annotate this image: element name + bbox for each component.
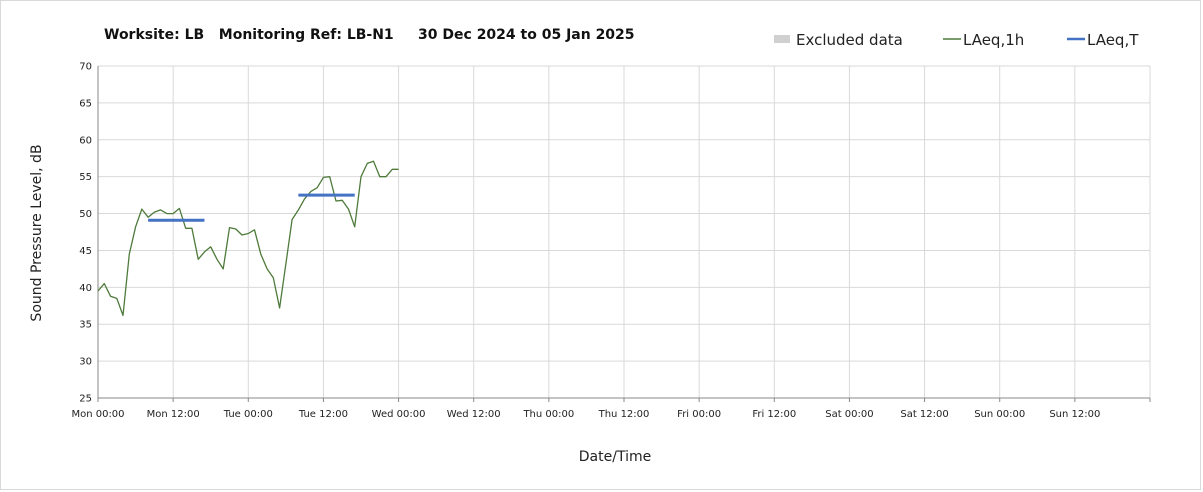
y-tick-labels: 25 30 35 40 45 50 55 60 65 70 [79, 62, 92, 405]
chart-title: Worksite: LB Monitoring Ref: LB-N1 30 De… [104, 27, 635, 43]
y-tick-label: 30 [79, 357, 92, 368]
x-tick-label: Sat 00:00 [825, 409, 873, 420]
series-line-laeq-1h [97, 160, 399, 317]
x-tick-label: Mon 00:00 [71, 409, 124, 420]
x-tick-label: Mon 12:00 [147, 409, 200, 420]
y-tick-label: 25 [79, 394, 92, 405]
y-tick-label: 55 [79, 172, 92, 183]
y-tick-label: 65 [79, 98, 92, 109]
x-tick-label: Tue 00:00 [223, 409, 273, 420]
x-tick-label: Sun 00:00 [974, 409, 1025, 420]
series-group [97, 160, 399, 317]
x-tick-labels: Mon 00:00 Mon 12:00 Tue 00:00 Tue 12:00 Wed … [71, 409, 1100, 420]
x-tick-label: Thu 00:00 [522, 409, 574, 420]
y-tick-label: 35 [79, 320, 92, 331]
y-tick-label: 45 [79, 246, 92, 257]
x-tick-label: Sun 12:00 [1049, 409, 1100, 420]
x-tick-label: Tue 12:00 [298, 409, 348, 420]
x-tick-label: Thu 12:00 [598, 409, 650, 420]
legend-label: Excluded data [796, 31, 903, 49]
legend-label: LAeq,1h [963, 31, 1024, 49]
x-tick-label: Sat 12:00 [900, 409, 948, 420]
y-tick-label: 60 [79, 135, 92, 146]
x-tick-label: Wed 00:00 [372, 409, 426, 420]
y-axis-label: Sound Pressure Level, dB [29, 144, 45, 321]
y-tick-label: 40 [79, 283, 92, 294]
x-axis-label: Date/Time [579, 449, 651, 465]
y-tick-label: 70 [79, 62, 92, 73]
y-tick-label: 50 [79, 209, 92, 220]
grid-lines [97, 65, 1151, 399]
x-tick-label: Fri 12:00 [752, 409, 796, 420]
axes [97, 66, 1151, 402]
legend: Excluded data LAeq,1h LAeq,T [774, 31, 1139, 49]
legend-swatch-excluded [774, 35, 790, 43]
x-tick-label: Wed 12:00 [447, 409, 501, 420]
legend-label: LAeq,T [1087, 31, 1139, 49]
x-tick-label: Fri 00:00 [677, 409, 721, 420]
